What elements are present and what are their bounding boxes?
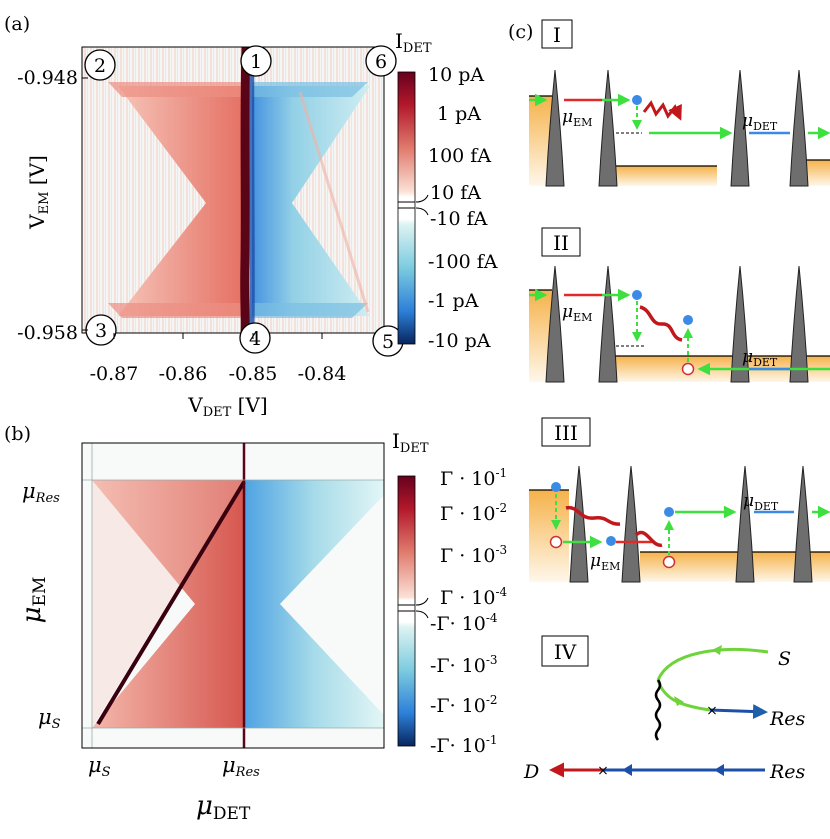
scheme-I: I μEM μDET	[529, 19, 830, 187]
svg-text:Γ · 10-1: Γ · 10-1	[440, 466, 507, 490]
y-tick-bottom: -0.958	[17, 322, 78, 344]
marker-6: 6	[365, 45, 397, 77]
marker-5: 5	[372, 325, 404, 357]
svg-text:Γ · 10-2: Γ · 10-2	[440, 501, 507, 525]
x-ticks-a: -0.87 -0.86 -0.85 -0.84	[90, 333, 347, 385]
svg-text:-Γ· 10-4: -Γ· 10-4	[430, 611, 498, 635]
svg-text:I: I	[553, 23, 561, 47]
svg-text:IV: IV	[554, 640, 577, 664]
svg-text:III: III	[554, 421, 578, 445]
x-tick: -0.86	[159, 363, 208, 385]
svg-text:μDET: μDET	[742, 111, 778, 133]
scheme-III: III μEM μDET	[529, 417, 830, 583]
svg-text:1: 1	[250, 51, 262, 73]
svg-text:1 pA: 1 pA	[437, 103, 481, 125]
scheme-IV: IV × × S Res Res D	[523, 635, 806, 783]
cbar-b-title: IDET	[392, 429, 429, 456]
panel-c-label: (c)	[508, 21, 533, 43]
svg-text:3: 3	[95, 320, 107, 342]
panel-b-label: (b)	[4, 423, 31, 445]
cbar-a-title: IDET	[395, 29, 432, 56]
svg-text:μEM: μEM	[562, 302, 592, 324]
y-tick-top: -0.948	[17, 67, 78, 89]
svg-text:-10 fA: -10 fA	[430, 208, 488, 230]
svg-text:×: ×	[706, 703, 718, 719]
svg-text:μDET: μDET	[742, 347, 778, 369]
panel-a-markers: 1 2 3 4 5 6	[84, 45, 404, 357]
marker-4: 4	[239, 322, 271, 354]
svg-text:-Γ· 10-3: -Γ· 10-3	[430, 653, 498, 677]
y-axis-label-b: μEM	[17, 577, 50, 624]
svg-text:10 pA: 10 pA	[428, 64, 484, 86]
cbar-b-ticks: Γ · 10-1 Γ · 10-2 Γ · 10-3 Γ · 10-4 -Γ· …	[430, 466, 508, 757]
svg-text:Γ · 10-3: Γ · 10-3	[440, 543, 507, 567]
svg-text:4: 4	[249, 328, 261, 350]
marker-3: 3	[85, 314, 117, 346]
svg-text:-100 fA: -100 fA	[428, 251, 498, 273]
x-tick: -0.84	[298, 363, 347, 385]
svg-text:II: II	[553, 231, 569, 255]
marker-1: 1	[240, 45, 272, 77]
x-axis-label-a: VDET [V]	[187, 393, 267, 420]
feynman-label-res-2: Res	[769, 761, 806, 783]
svg-text:-10 pA: -10 pA	[428, 330, 491, 352]
svg-text:Γ · 10-4: Γ · 10-4	[440, 585, 508, 609]
svg-text:6: 6	[375, 51, 387, 73]
svg-text:-Γ· 10-1: -Γ· 10-1	[430, 733, 498, 757]
scheme-II: II μEM μDET	[529, 227, 830, 383]
svg-text:μDET: μDET	[743, 491, 779, 513]
x-tick-s: μS	[88, 753, 111, 780]
svg-text:100 fA: 100 fA	[428, 145, 491, 167]
svg-text:×: ×	[597, 763, 609, 779]
cbar-a-ticks: 10 pA 1 pA 100 fA 10 fA -10 fA -100 fA -…	[428, 64, 498, 352]
svg-text:μEM: μEM	[590, 551, 620, 573]
svg-text:-1 pA: -1 pA	[428, 290, 479, 312]
x-tick: -0.87	[90, 363, 139, 385]
feynman-label-s: S	[778, 648, 791, 670]
y-axis-label-a: VEM [V]	[25, 155, 52, 230]
y-tick-res: μRes	[22, 479, 60, 506]
feynman-label-d: D	[523, 761, 539, 783]
x-tick: -0.85	[229, 363, 278, 385]
feynman-label-res-1: Res	[769, 708, 806, 730]
panel-b-heatmap	[81, 442, 385, 749]
svg-text:-Γ· 10-2: -Γ· 10-2	[430, 693, 498, 717]
panel-a-label: (a)	[4, 13, 30, 35]
svg-text:10 fA: 10 fA	[430, 182, 481, 204]
svg-text:2: 2	[94, 55, 106, 77]
panel-a-heatmap	[81, 46, 385, 334]
svg-text:5: 5	[382, 331, 394, 353]
x-tick-res: μRes	[222, 753, 260, 780]
marker-2: 2	[84, 49, 116, 81]
x-axis-label-b: μDET	[196, 791, 251, 824]
y-tick-s: μS	[38, 705, 61, 732]
svg-text:μEM: μEM	[562, 107, 592, 129]
